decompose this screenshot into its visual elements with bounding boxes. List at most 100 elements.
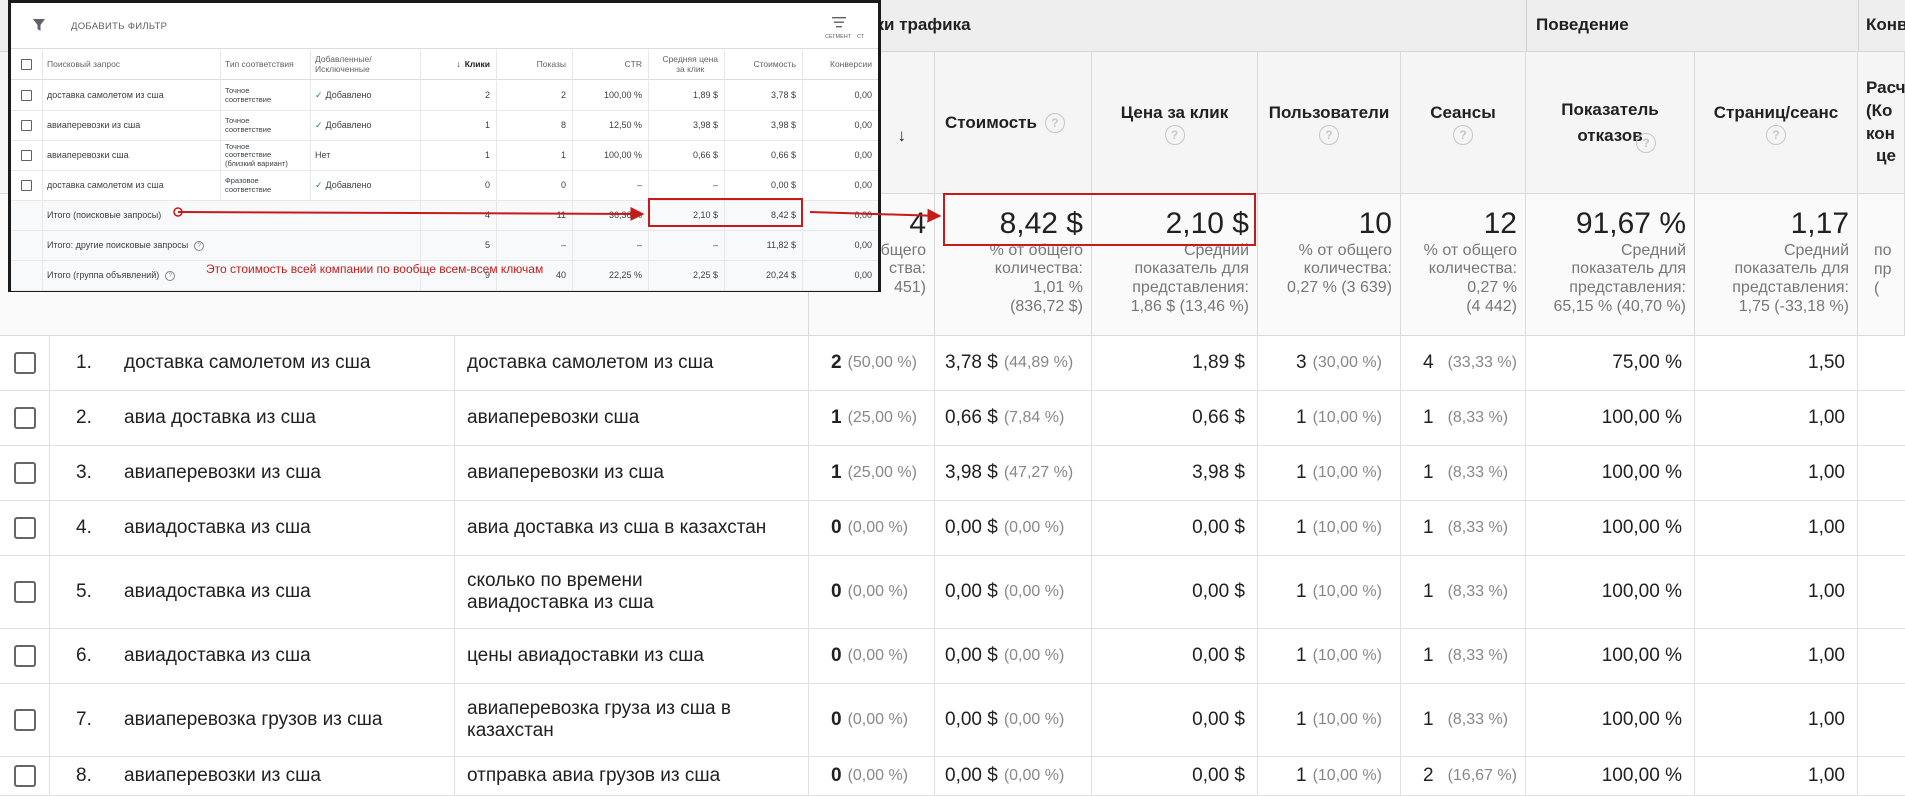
help-icon[interactable]: ? xyxy=(1636,133,1656,153)
col-header-bounce[interactable]: Показатель отказов xyxy=(1526,52,1695,194)
row-select-cell xyxy=(0,684,50,757)
query-cell: 8. авиаперевозки из сша xyxy=(50,757,455,796)
col-header-pages[interactable]: Страниц/сеанс ? xyxy=(1695,52,1858,194)
select-all-cell xyxy=(11,50,43,80)
row-checkbox[interactable] xyxy=(13,407,36,429)
row-checkbox[interactable] xyxy=(13,517,36,539)
cpc-cell: 3,98 $ xyxy=(1092,446,1258,501)
help-icon[interactable]: ? xyxy=(1164,125,1185,146)
help-icon[interactable]: ? xyxy=(1044,112,1065,133)
ads-overlay: ДОБАВИТЬ ФИЛЬТР СЕГМЕНТ СТ Поисковый зап… xyxy=(8,0,881,292)
segment-icon[interactable] xyxy=(832,17,846,30)
help-icon[interactable]: ? xyxy=(194,240,205,251)
row-number: 1. xyxy=(76,352,92,373)
query-text: авиаперевозки из сша xyxy=(124,462,321,483)
row-checkbox[interactable] xyxy=(21,90,32,101)
divider xyxy=(1858,0,1859,52)
cost-cell: 0,00 $ (0,00 %) xyxy=(935,629,1092,684)
bounce-cell: 100,00 % xyxy=(1526,684,1695,757)
ads-total-impr-cell: – xyxy=(497,231,573,261)
row-checkbox[interactable] xyxy=(13,645,36,667)
cost-cell: 0,00 $ (0,00 %) xyxy=(935,501,1092,556)
row-select-cell xyxy=(0,446,50,501)
cpc-cell: 0,00 $ xyxy=(1092,556,1258,629)
row-number: 6. xyxy=(76,645,92,666)
row-select-cell xyxy=(11,171,43,201)
ads-conv-cell: 0,00 xyxy=(803,171,878,201)
match-cell: авиаперевозка груза из сша в казахстан xyxy=(455,684,809,757)
ads-total-label: Итого: другие поисковые запросы? xyxy=(43,231,421,261)
query-text: авиадоставка из сша xyxy=(124,581,311,602)
ads-total-label: Итого (поисковые запросы) xyxy=(43,201,421,231)
bounce-cell: 75,00 % xyxy=(1526,336,1695,391)
ads-total-avg_cpc-cell: – xyxy=(649,231,725,261)
help-icon[interactable]: ? xyxy=(1319,125,1339,146)
sessions-cell: 1 (8,33 %) xyxy=(1401,501,1526,556)
cpc-cell: 0,00 $ xyxy=(1092,684,1258,757)
col-header-sessions-2[interactable]: Сеансы ? xyxy=(1401,52,1526,194)
ads-total-clicks-cell: 9 xyxy=(421,261,497,291)
filter-icon[interactable] xyxy=(33,19,45,33)
ads-impr-cell: 0 xyxy=(497,171,573,201)
help-icon[interactable]: ? xyxy=(165,270,176,281)
select-all-checkbox[interactable] xyxy=(21,59,32,70)
group-behavior: Поведение xyxy=(1536,15,1629,34)
th-clicks[interactable]: ↓ Клики xyxy=(421,50,497,80)
ads-clicks-cell: 1 xyxy=(421,141,497,171)
totals-spacer xyxy=(11,261,43,291)
help-icon[interactable]: ? xyxy=(1453,125,1473,146)
ads-ctr-cell: 100,00 % xyxy=(573,141,649,171)
th-added[interactable]: Добавленные/ Исключенные xyxy=(311,50,421,80)
ads-match-cell: Точное соответствие (близкий вариант) xyxy=(221,141,311,171)
arrow-to-ga-total xyxy=(809,208,942,223)
row-checkbox[interactable] xyxy=(13,581,36,603)
match-query-text: сколько по времени авиадоставка из сша xyxy=(467,570,654,613)
arrow-to-ads-total xyxy=(177,206,645,221)
query-text: авиа доставка из сша xyxy=(124,407,316,428)
th-query[interactable]: Поисковый запрос xyxy=(43,50,221,80)
conv-cell xyxy=(1858,556,1905,629)
th-impr[interactable]: Показы xyxy=(497,50,573,80)
filter-bar xyxy=(11,3,878,49)
cpc-cell: 1,89 $ xyxy=(1092,336,1258,391)
ads-clicks-cell: 1 xyxy=(421,111,497,141)
th-avg-cpc[interactable]: Средняя цена за клик xyxy=(649,50,725,80)
cost-cell: 3,78 $ (44,89 %) xyxy=(935,336,1092,391)
row-checkbox[interactable] xyxy=(13,352,36,374)
ads-total-impr-cell: 11 xyxy=(497,201,573,231)
row-checkbox[interactable] xyxy=(21,180,32,191)
ads-ctr-cell: – xyxy=(573,171,649,201)
info-icon xyxy=(173,207,183,217)
col-header-cpc[interactable]: Цена за клик ? xyxy=(1092,52,1258,194)
row-checkbox[interactable] xyxy=(13,462,36,484)
col-header-conv[interactable]: Расч (Ко кон це xyxy=(1858,52,1905,194)
ads-cost-cell: 0,00 $ xyxy=(725,171,803,201)
col-header-users[interactable]: Пользователи ? xyxy=(1258,52,1401,194)
row-checkbox[interactable] xyxy=(21,120,32,131)
cost-cell: 0,00 $ (0,00 %) xyxy=(935,556,1092,629)
match-query-text: авиаперевозки сша xyxy=(467,407,640,429)
segment-label[interactable]: СЕГМЕНТ xyxy=(825,34,852,40)
row-checkbox[interactable] xyxy=(21,150,32,161)
total-pages: 1,17 Средний показатель для представлени… xyxy=(1695,194,1858,336)
th-cost[interactable]: Стоимость xyxy=(725,50,803,80)
add-filter-button[interactable]: ДОБАВИТЬ ФИЛЬТР xyxy=(71,21,168,32)
th-conv[interactable]: Конверсии xyxy=(803,50,878,80)
users-cell: 1 (10,00 %) xyxy=(1258,391,1401,446)
row-checkbox[interactable] xyxy=(13,765,36,787)
col-header-cost[interactable]: Стоимость ? xyxy=(935,52,1092,194)
help-icon[interactable]: ? xyxy=(1766,125,1786,146)
row-checkbox[interactable] xyxy=(13,709,36,731)
row-select-cell xyxy=(0,501,50,556)
segment-label-cut: СТ xyxy=(857,34,865,40)
users-cell: 1 (10,00 %) xyxy=(1258,684,1401,757)
clicks-cell: 1 (25,00 %) xyxy=(809,446,935,501)
th-ctr[interactable]: CTR xyxy=(573,50,649,80)
query-text: авиадоставка из сша xyxy=(124,517,311,538)
th-match[interactable]: Тип соответствия xyxy=(221,50,311,80)
conv-cell xyxy=(1858,684,1905,757)
ads-added-cell: ✓ Добавлено xyxy=(311,171,421,201)
ads-total-avg_cpc-cell: 2,25 $ xyxy=(649,261,725,291)
conv-cell xyxy=(1858,391,1905,446)
match-query-text: доставка самолетом из сша xyxy=(467,352,714,374)
